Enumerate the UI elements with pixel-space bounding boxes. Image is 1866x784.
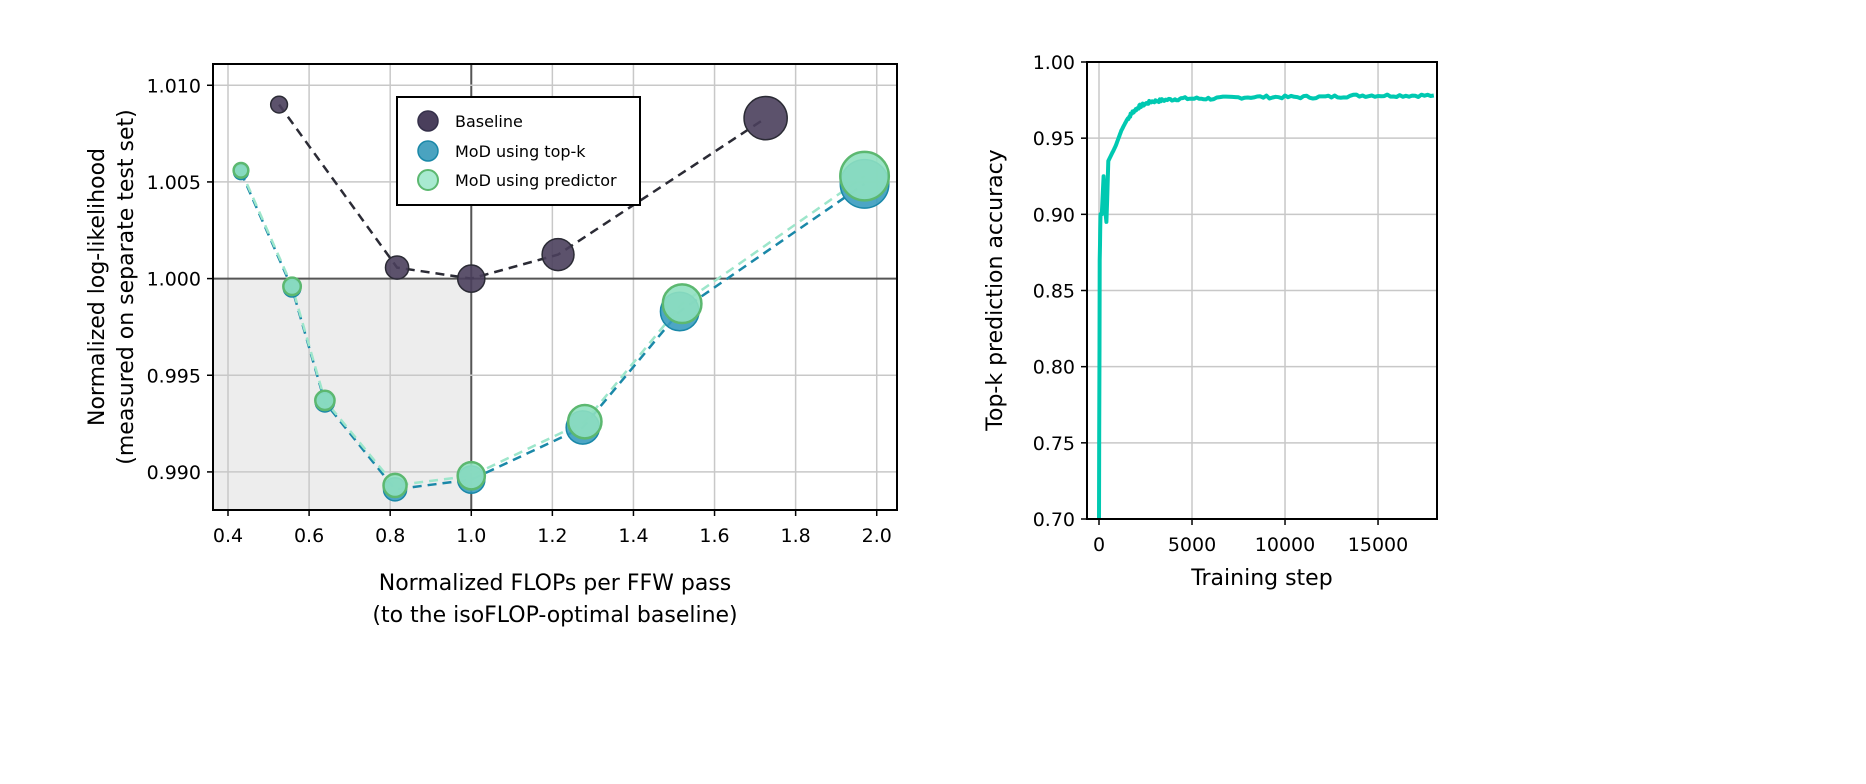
data-point-mod-using-predictor — [566, 403, 603, 440]
x-tick-label: 1.0 — [456, 525, 486, 547]
data-point-mod-using-predictor — [382, 472, 408, 499]
legend-label-predictor: MoD using predictor — [455, 171, 617, 190]
y-tick-label: 1.000 — [147, 269, 201, 291]
data-point-mod-using-predictor — [232, 161, 250, 179]
y-tick-label: 1.00 — [1033, 52, 1075, 74]
tick-labels: 0.4 0.6 0.8 1.0 1.2 1.4 1.6 1.8 2.0 0.990 0.995 1.0… — [147, 75, 892, 547]
x-tick-label: 2.0 — [862, 525, 892, 547]
legend-marker-baseline — [417, 110, 439, 132]
x-tick-label: 0.6 — [294, 525, 324, 547]
left-chart-loglikelihood: 0.4 0.6 0.8 1.0 1.2 1.4 1.6 1.8 2.0 0.990 0.995 1.0… — [85, 63, 898, 628]
legend-label-topk: MoD using top-k — [455, 142, 586, 161]
y-axis-label: Top-k prediction accuracy — [983, 149, 1008, 431]
series-line-2 — [239, 169, 866, 487]
x-axis-label: Training step — [1190, 566, 1332, 591]
x-tick-label: 5000 — [1168, 534, 1216, 556]
legend-marker-predictor — [417, 169, 439, 191]
data-point-mod-using-predictor — [661, 283, 703, 325]
data-point-mod-using-predictor — [456, 460, 487, 491]
series-points — [232, 95, 891, 502]
y-tick-label: 1.010 — [147, 75, 201, 97]
x-tick-label: 1.2 — [537, 525, 567, 547]
tick-labels: 0 5000 10000 15000 0.70 0.75 0.80 0.85 0.90 0.95 1… — [1033, 52, 1409, 556]
y-tick-label: 0.80 — [1033, 357, 1075, 379]
data-point-mod-using-predictor — [839, 150, 891, 202]
y-tick-label: 0.75 — [1033, 433, 1075, 455]
y-tick-label: 0.70 — [1033, 509, 1075, 531]
y-tick-label: 0.85 — [1033, 281, 1075, 303]
data-point-mod-using-predictor — [314, 389, 336, 412]
data-point-baseline — [541, 237, 575, 272]
data-point-baseline — [743, 95, 788, 141]
y-tick-label: 0.95 — [1033, 128, 1075, 150]
x-axis-label: Normalized FLOPs per FFW pass — [379, 571, 732, 596]
x-tick-label: 15000 — [1348, 534, 1408, 556]
series-line-1 — [239, 171, 866, 491]
y-axis-label-sub: (measured on separate test set) — [114, 109, 139, 464]
data-point-baseline — [269, 95, 289, 114]
legend-marker-topk — [417, 140, 439, 162]
x-tick-label: 10000 — [1255, 534, 1315, 556]
x-tick-label: 1.8 — [781, 525, 811, 547]
y-tick-label: 0.90 — [1033, 204, 1075, 226]
data-point-mod-using-predictor — [282, 276, 303, 297]
right-chart-topk-accuracy: 0 5000 10000 15000 0.70 0.75 0.80 0.85 0.90 0.95 1… — [983, 52, 1438, 591]
x-tick-label: 1.6 — [699, 525, 729, 547]
y-tick-label: 1.005 — [147, 172, 201, 194]
y-axis-label: Normalized log-likelihood — [85, 148, 110, 426]
x-tick-label: 1.4 — [618, 525, 648, 547]
data-point-baseline — [384, 255, 410, 280]
accuracy-line — [1097, 92, 1435, 520]
x-tick-label: 0 — [1093, 534, 1105, 556]
shaded-region — [213, 278, 472, 510]
x-tick-label: 0.4 — [213, 525, 243, 547]
data-point-baseline — [456, 264, 486, 293]
x-tick-label: 0.8 — [375, 525, 405, 547]
y-tick-label: 0.990 — [147, 462, 201, 484]
x-axis-label-sub: (to the isoFLOP-optimal baseline) — [372, 603, 737, 628]
legend: Baseline MoD using top-k MoD using predi… — [396, 96, 641, 206]
grid — [1087, 61, 1437, 520]
axes-frame — [212, 63, 898, 511]
legend-label-baseline: Baseline — [455, 112, 523, 131]
y-tick-label: 0.995 — [147, 365, 201, 387]
